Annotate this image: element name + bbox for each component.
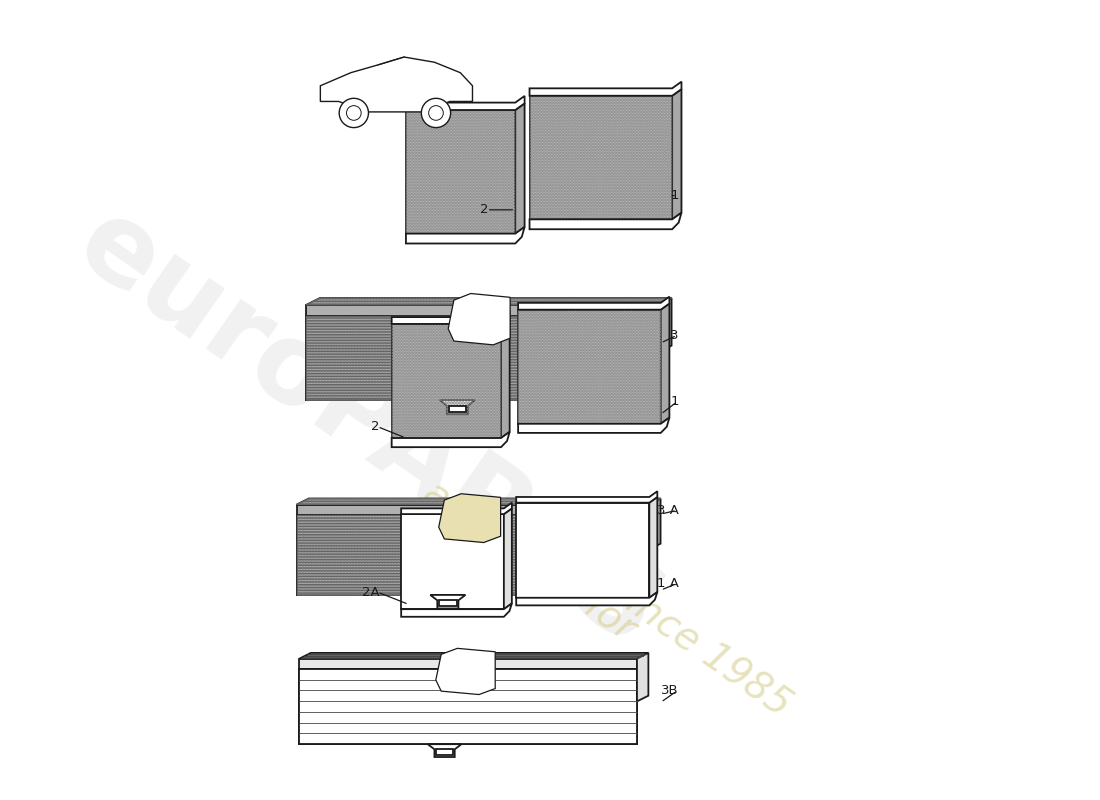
Polygon shape <box>428 744 462 757</box>
Polygon shape <box>649 497 658 598</box>
Polygon shape <box>516 491 658 502</box>
Polygon shape <box>518 418 670 433</box>
Polygon shape <box>297 515 648 595</box>
Text: 2: 2 <box>480 203 488 216</box>
Polygon shape <box>402 514 504 609</box>
Polygon shape <box>439 494 500 542</box>
Polygon shape <box>297 498 660 505</box>
Polygon shape <box>320 57 473 112</box>
Polygon shape <box>430 595 465 609</box>
Polygon shape <box>518 310 661 424</box>
Polygon shape <box>516 592 658 606</box>
Polygon shape <box>529 96 672 219</box>
Circle shape <box>421 98 451 128</box>
Text: since 1985: since 1985 <box>603 570 799 724</box>
Circle shape <box>339 98 369 128</box>
Polygon shape <box>436 648 495 694</box>
Text: 1 A: 1 A <box>657 577 679 590</box>
Circle shape <box>429 106 443 120</box>
Polygon shape <box>406 96 525 110</box>
Polygon shape <box>392 311 509 324</box>
Polygon shape <box>436 750 453 755</box>
Polygon shape <box>297 505 648 515</box>
Polygon shape <box>306 316 658 400</box>
Polygon shape <box>515 103 525 234</box>
Polygon shape <box>402 603 512 617</box>
Polygon shape <box>440 400 475 414</box>
Polygon shape <box>306 298 672 305</box>
Circle shape <box>346 106 361 120</box>
Polygon shape <box>504 508 512 609</box>
Polygon shape <box>518 297 670 310</box>
Polygon shape <box>392 432 509 447</box>
Polygon shape <box>637 653 648 702</box>
Text: 2A: 2A <box>362 586 380 598</box>
Text: 2: 2 <box>371 420 380 433</box>
Polygon shape <box>406 227 525 243</box>
Polygon shape <box>306 305 658 316</box>
Polygon shape <box>297 515 648 595</box>
Polygon shape <box>392 324 500 438</box>
Polygon shape <box>661 303 670 424</box>
Polygon shape <box>439 600 456 606</box>
Text: 3: 3 <box>670 329 679 342</box>
Polygon shape <box>299 669 637 744</box>
Polygon shape <box>406 110 515 234</box>
Polygon shape <box>500 318 509 438</box>
Polygon shape <box>448 294 510 345</box>
Polygon shape <box>299 669 637 744</box>
Polygon shape <box>516 502 649 598</box>
Polygon shape <box>672 89 682 219</box>
Text: 1: 1 <box>670 395 679 409</box>
Polygon shape <box>648 498 660 550</box>
Text: euroPARES: euroPARES <box>57 189 679 669</box>
Text: a passion for: a passion for <box>416 474 642 649</box>
Polygon shape <box>299 653 648 658</box>
Polygon shape <box>658 298 672 353</box>
Polygon shape <box>529 82 682 96</box>
Polygon shape <box>299 658 637 669</box>
Text: 1: 1 <box>670 189 679 202</box>
Polygon shape <box>529 213 682 230</box>
Polygon shape <box>402 502 512 514</box>
Text: 3 A: 3 A <box>657 504 679 517</box>
Polygon shape <box>449 406 466 412</box>
Polygon shape <box>306 316 658 400</box>
Text: 3B: 3B <box>661 685 679 698</box>
